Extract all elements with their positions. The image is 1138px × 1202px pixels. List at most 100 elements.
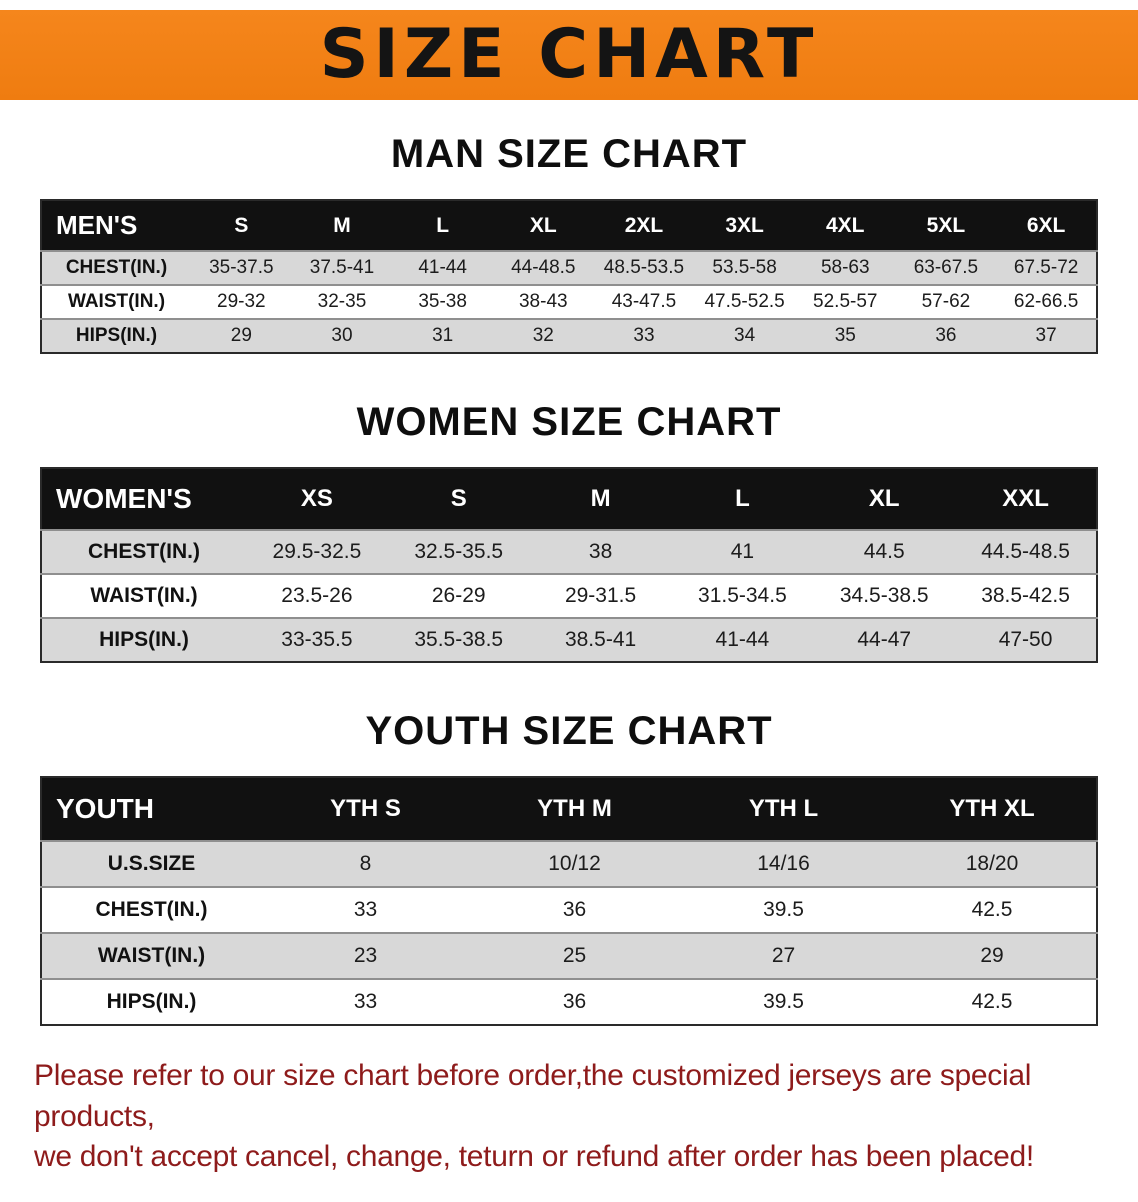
men-table-title: MEN'S <box>41 200 191 251</box>
table-row: CHEST(IN.) 29.5-32.5 32.5-35.5 38 41 44.5 44.5… <box>41 530 1097 574</box>
size-value-cell: 44.5 <box>863 540 905 563</box>
women-size-table: WOMEN'S XS S M L XL XXL CHEST(IN.) 29.5-32.5 32.5… <box>40 467 1098 663</box>
table-row: WAIST(IN.) 29-32 32-35 35-38 38-43 43-47.5 47.… <box>41 285 1097 319</box>
size-value-cell: 34.5-38.5 <box>839 584 929 607</box>
size-value-cell: 29-31.5 <box>564 584 637 607</box>
row-label: CHEST(IN.) <box>95 898 208 921</box>
size-value-cell: 44-48.5 <box>511 257 576 278</box>
size-value-cell: 63-67.5 <box>913 257 979 278</box>
size-value-cell: 41 <box>730 540 755 563</box>
size-value-cell: 23.5-26 <box>281 584 353 607</box>
size-value-cell: 47.5-52.5 <box>704 291 785 312</box>
size-value-cell: 41-44 <box>418 257 467 278</box>
table-row: HIPS(IN.) 33 36 39.5 42.5 <box>41 979 1097 1025</box>
size-column-header: XXL <box>955 468 1097 530</box>
size-value-cell: 8 <box>359 852 372 875</box>
size-value-cell: 31.5-34.5 <box>698 584 787 607</box>
size-value-cell: 42.5 <box>971 898 1013 921</box>
size-value-cell: 33-35.5 <box>281 628 353 651</box>
table-row: CHEST(IN.) 35-37.5 37.5-41 41-44 44-48.5 48.5… <box>41 251 1097 285</box>
size-value-cell: 52.5-57 <box>813 291 878 312</box>
size-value-cell: 33 <box>633 325 655 346</box>
table-row: WAIST(IN.) 23.5-26 26-29 29-31.5 31.5-34.5 34… <box>41 574 1097 618</box>
size-value-cell: 23 <box>353 944 378 967</box>
size-value-cell: 37.5-41 <box>309 257 375 278</box>
men-header-row: MEN'S S M L XL 2XL 3XL 4XL 5XL 6XL <box>41 200 1097 251</box>
size-value-cell: 42.5 <box>971 990 1013 1013</box>
size-value-cell: 35.5-38.5 <box>414 628 504 651</box>
banner: SIZE CHART <box>0 10 1138 100</box>
size-value-cell: 25 <box>562 944 587 967</box>
size-value-cell: 31 <box>432 325 454 346</box>
youth-section-heading: YOUTH SIZE CHART <box>365 709 773 753</box>
size-chart-page: SIZE CHART MAN SIZE CHART MEN'S S M L XL 2XL 3… <box>0 10 1138 1178</box>
size-value-cell: 27 <box>771 944 796 967</box>
size-value-cell: 36 <box>562 990 587 1013</box>
youth-size-table: YOUTH YTH S YTH M YTH L YTH XL U.S.SIZE 8 10/12… <box>40 776 1098 1026</box>
size-value-cell: 29 <box>230 325 252 346</box>
size-column-header: YTH M <box>470 777 679 841</box>
table-row: HIPS(IN.) 33-35.5 35.5-38.5 38.5-41 41-44 44-… <box>41 618 1097 662</box>
size-value-cell: 38-43 <box>518 291 568 312</box>
table-row: U.S.SIZE 8 10/12 14/16 18/20 <box>41 841 1097 887</box>
size-value-cell: 38 <box>588 540 613 563</box>
size-column-header: YTH XL <box>888 777 1097 841</box>
size-value-cell: 33 <box>353 990 378 1013</box>
size-column-header: 5XL <box>895 200 997 251</box>
size-column-header: XL <box>492 200 594 251</box>
size-value-cell: 48.5-53.5 <box>603 257 685 278</box>
order-note-line1: Please refer to our size chart before or… <box>34 1059 1032 1133</box>
size-value-cell: 53.5-58 <box>712 257 777 278</box>
size-column-header: S <box>191 200 292 251</box>
size-value-cell: 35-37.5 <box>209 257 274 278</box>
youth-table-title: YOUTH <box>41 777 261 841</box>
order-note-line2: we don't accept cancel, change, teturn o… <box>34 1140 1034 1173</box>
size-value-cell: 58-63 <box>820 257 870 278</box>
size-column-header: XS <box>246 468 388 530</box>
size-value-cell: 41-44 <box>715 628 770 651</box>
women-header-row: WOMEN'S XS S M L XL XXL <box>41 468 1097 530</box>
size-value-cell: 39.5 <box>763 990 804 1013</box>
table-row: CHEST(IN.) 33 36 39.5 42.5 <box>41 887 1097 933</box>
size-column-header: 2XL <box>593 200 695 251</box>
women-section-heading: WOMEN SIZE CHART <box>356 400 782 444</box>
row-label: CHEST(IN.) <box>65 257 168 278</box>
row-label: U.S.SIZE <box>107 852 196 875</box>
men-section-heading: MAN SIZE CHART <box>390 132 748 176</box>
size-column-header: XL <box>813 468 956 530</box>
order-note: Please refer to our size chart before or… <box>34 1056 1098 1178</box>
row-label: WAIST(IN.) <box>67 291 166 312</box>
size-value-cell: 36 <box>562 898 587 921</box>
row-label: WAIST(IN.) <box>90 584 198 607</box>
size-column-header: S <box>387 468 530 530</box>
size-value-cell: 30 <box>331 325 353 346</box>
size-value-cell: 32 <box>532 325 554 346</box>
row-label: HIPS(IN.) <box>106 990 197 1013</box>
size-column-header: 4XL <box>794 200 896 251</box>
size-value-cell: 34 <box>734 325 756 346</box>
size-value-cell: 26-29 <box>431 584 486 607</box>
size-column-header: 3XL <box>694 200 795 251</box>
size-value-cell: 67.5-72 <box>1013 257 1079 278</box>
row-label: HIPS(IN.) <box>75 325 158 346</box>
size-value-cell: 29-32 <box>217 291 266 312</box>
size-value-cell: 29 <box>980 944 1004 967</box>
size-column-header: M <box>291 200 393 251</box>
size-column-header: L <box>671 468 814 530</box>
size-value-cell: 14/16 <box>757 852 810 875</box>
size-value-cell: 62-66.5 <box>1013 291 1079 312</box>
size-value-cell: 37 <box>1035 325 1057 346</box>
size-column-header: YTH S <box>261 777 470 841</box>
size-value-cell: 43-47.5 <box>611 291 677 312</box>
size-value-cell: 38.5-41 <box>564 628 637 651</box>
size-value-cell: 44.5-48.5 <box>981 540 1070 563</box>
size-value-cell: 32.5-35.5 <box>414 540 504 563</box>
size-value-cell: 47-50 <box>998 628 1053 651</box>
size-value-cell: 10/12 <box>548 852 601 875</box>
table-row: HIPS(IN.) 29 30 31 32 33 34 35 36 37 <box>41 319 1097 353</box>
youth-header-row: YOUTH YTH S YTH M YTH L YTH XL <box>41 777 1097 841</box>
row-label: WAIST(IN.) <box>97 944 206 967</box>
size-value-cell: 57-62 <box>921 291 971 312</box>
size-value-cell: 33 <box>353 898 378 921</box>
row-label: HIPS(IN.) <box>99 628 189 651</box>
